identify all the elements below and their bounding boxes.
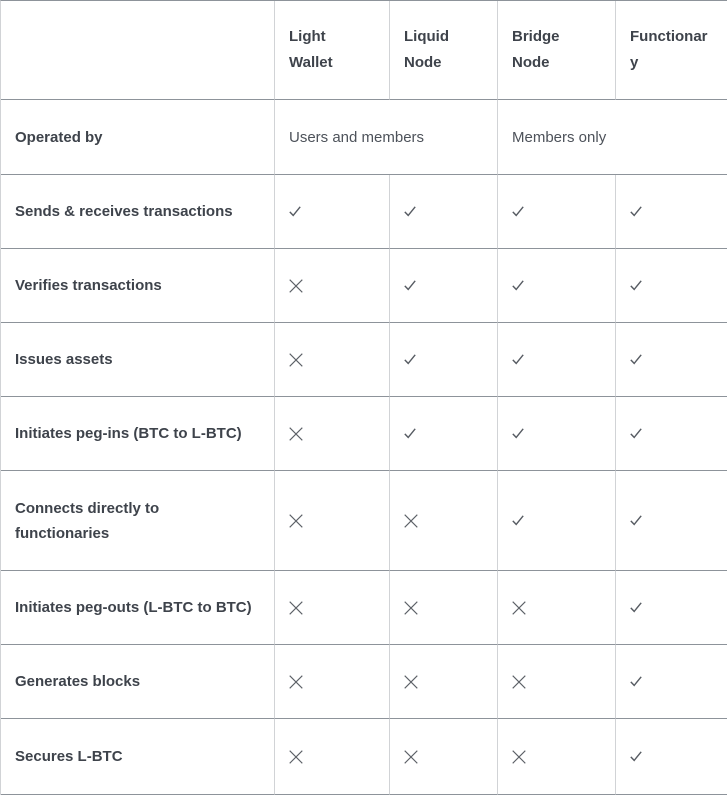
row-label: Initiates peg-outs (L-BTC to BTC) [1, 571, 275, 645]
check-mark-cell [498, 471, 616, 571]
check-icon [630, 280, 642, 291]
check-mark-cell [390, 249, 498, 323]
row-label: Initiates peg-ins (BTC to L-BTC) [1, 397, 275, 471]
row-label: Connects directly to functionaries [1, 471, 275, 571]
check-icon [404, 280, 416, 291]
column-header-functionary: Functionary [616, 1, 727, 100]
check-mark-cell [275, 175, 390, 249]
check-mark-cell [498, 323, 616, 397]
check-mark-cell [390, 397, 498, 471]
cross-icon [404, 513, 418, 528]
check-icon [512, 515, 524, 526]
cross-icon [289, 749, 303, 764]
cross-icon [404, 674, 418, 689]
check-icon [630, 206, 642, 217]
feature-row: Initiates peg-outs (L-BTC to BTC) [1, 571, 727, 645]
check-mark-cell [616, 471, 727, 571]
check-icon [630, 751, 642, 762]
column-header-label: Functionary [630, 28, 708, 71]
check-mark-cell [616, 397, 727, 471]
cross-mark-cell [390, 471, 498, 571]
cross-mark-cell [390, 719, 498, 795]
cross-icon [289, 352, 303, 367]
cross-mark-cell [390, 571, 498, 645]
check-icon [630, 602, 642, 613]
check-icon [512, 206, 524, 217]
column-header-label: Light Wallet [289, 28, 333, 71]
check-mark-cell [390, 323, 498, 397]
cross-mark-cell [275, 249, 390, 323]
row-label: Operated by [1, 100, 275, 175]
cross-mark-cell [275, 571, 390, 645]
feature-row: Connects directly to functionaries [1, 471, 727, 571]
check-icon [512, 428, 524, 439]
check-mark-cell [390, 175, 498, 249]
cross-icon [289, 513, 303, 528]
check-mark-cell [616, 645, 727, 719]
row-operated-by: Operated by Users and members Members on… [1, 100, 727, 175]
column-header-liquid-node: Liquid Node [390, 1, 498, 100]
check-mark-cell [616, 719, 727, 795]
check-icon [289, 206, 301, 217]
cross-icon [289, 278, 303, 293]
row-label: Secures L-BTC [1, 719, 275, 795]
cross-mark-cell [275, 719, 390, 795]
feature-row: Initiates peg-ins (BTC to L-BTC) [1, 397, 727, 471]
check-mark-cell [616, 249, 727, 323]
cross-mark-cell [275, 397, 390, 471]
check-icon [512, 280, 524, 291]
column-header-light-wallet: Light Wallet [275, 1, 390, 100]
column-header-label: Liquid Node [404, 28, 449, 71]
feature-row: Sends & receives transactions [1, 175, 727, 249]
cross-icon [512, 600, 526, 615]
row-label: Generates blocks [1, 645, 275, 719]
cross-icon [404, 749, 418, 764]
cross-icon [404, 600, 418, 615]
cross-icon [289, 600, 303, 615]
check-mark-cell [498, 397, 616, 471]
check-icon [630, 428, 642, 439]
row-label: Issues assets [1, 323, 275, 397]
row-label: Sends & receives transactions [1, 175, 275, 249]
cross-mark-cell [498, 571, 616, 645]
check-icon [404, 354, 416, 365]
feature-row: Issues assets [1, 323, 727, 397]
cross-mark-cell [275, 645, 390, 719]
check-mark-cell [616, 175, 727, 249]
row-label: Verifies transactions [1, 249, 275, 323]
check-mark-cell [616, 571, 727, 645]
cross-mark-cell [498, 719, 616, 795]
cross-mark-cell [498, 645, 616, 719]
feature-row: Verifies transactions [1, 249, 727, 323]
corner-cell [1, 1, 275, 100]
column-header-bridge-node: Bridge Node [498, 1, 616, 100]
check-icon [404, 206, 416, 217]
check-icon [630, 515, 642, 526]
check-icon [512, 354, 524, 365]
column-header-label: Bridge Node [512, 28, 560, 71]
cross-icon [289, 426, 303, 441]
check-mark-cell [616, 323, 727, 397]
operated-by-value-members-only: Members only [498, 100, 727, 175]
check-mark-cell [498, 175, 616, 249]
cross-icon [289, 674, 303, 689]
header-row: Light Wallet Liquid Node Bridge Node Fun… [1, 1, 727, 100]
cross-mark-cell [275, 471, 390, 571]
check-icon [630, 354, 642, 365]
cross-icon [512, 749, 526, 764]
operated-by-value-users-and-members: Users and members [275, 100, 498, 175]
cross-mark-cell [275, 323, 390, 397]
feature-row: Generates blocks [1, 645, 727, 719]
cross-icon [512, 674, 526, 689]
check-icon [404, 428, 416, 439]
cross-mark-cell [390, 645, 498, 719]
feature-row: Secures L-BTC [1, 719, 727, 795]
check-mark-cell [498, 249, 616, 323]
check-icon [630, 676, 642, 687]
